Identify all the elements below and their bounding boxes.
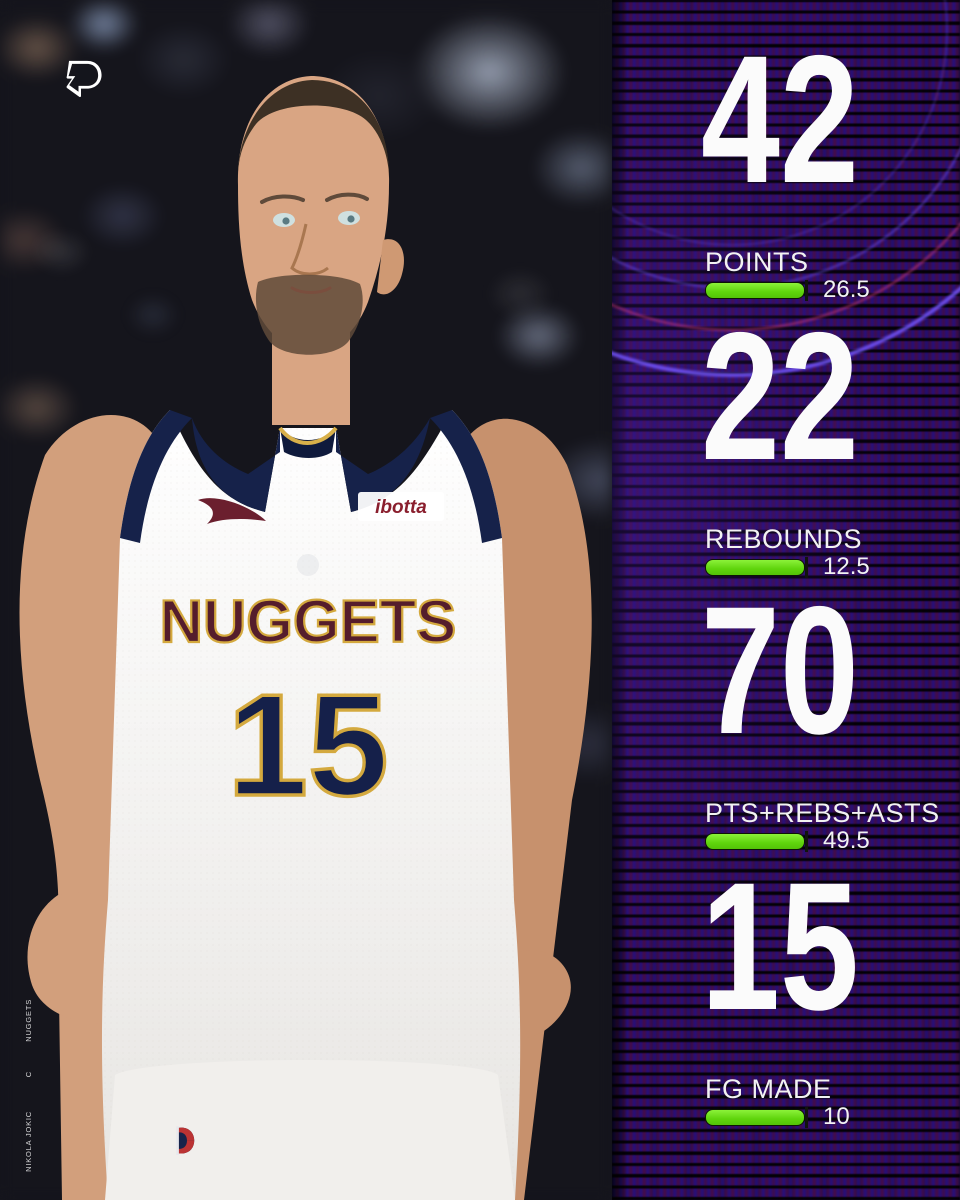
svg-text:NUGGETS: NUGGETS [160, 588, 457, 655]
svg-text:15: 15 [227, 664, 388, 826]
svg-text:ibotta: ibotta [375, 497, 427, 518]
